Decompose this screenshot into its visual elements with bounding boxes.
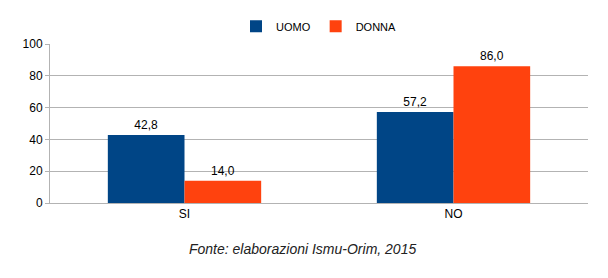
svg-text:DONNA: DONNA bbox=[356, 21, 396, 33]
svg-text:40: 40 bbox=[29, 133, 43, 147]
svg-text:SI: SI bbox=[179, 207, 190, 221]
svg-text:60: 60 bbox=[29, 101, 43, 115]
svg-text:100: 100 bbox=[23, 37, 43, 51]
svg-text:86,0: 86,0 bbox=[480, 49, 504, 63]
svg-text:80: 80 bbox=[29, 69, 43, 83]
svg-text:Fonte: elaborazioni Ismu-Orim,: Fonte: elaborazioni Ismu-Orim, 2015 bbox=[189, 241, 416, 257]
svg-text:42,8: 42,8 bbox=[134, 118, 158, 132]
svg-text:57,2: 57,2 bbox=[403, 95, 427, 109]
svg-text:20: 20 bbox=[29, 164, 43, 178]
svg-text:UOMO: UOMO bbox=[276, 21, 311, 33]
svg-text:NO: NO bbox=[445, 207, 463, 221]
svg-text:14,0: 14,0 bbox=[211, 164, 235, 178]
svg-text:0: 0 bbox=[36, 196, 43, 210]
